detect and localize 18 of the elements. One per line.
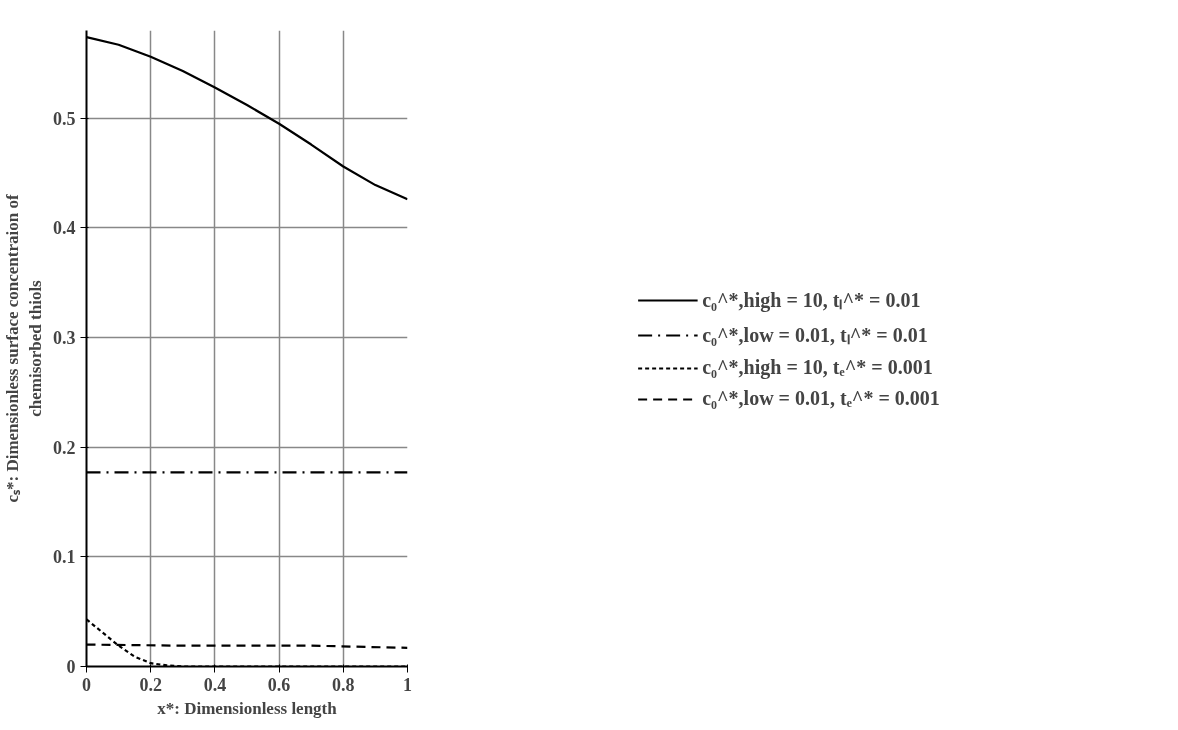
- y-tick-label: 0.4: [53, 218, 76, 239]
- x-axis-title: x*: Dimensionless length: [157, 698, 338, 718]
- x-tick-label: 0.6: [267, 674, 291, 695]
- legend-label: c₀^*,high = 10, tₗ^* = 0.01: [702, 288, 921, 313]
- legend-label: c₀^*,high = 10, tₑ^* = 0.001: [702, 356, 933, 379]
- x-tick-label: 1: [403, 674, 412, 695]
- y-tick-label: 0.2: [53, 437, 76, 458]
- legend-label: c₀^*,low = 0.01, tₗ^* = 0.01: [702, 323, 928, 348]
- y-tick-label: 0.5: [53, 108, 76, 129]
- legend-label: c₀^*,low = 0.01, tₑ^* = 0.001: [702, 387, 940, 410]
- y-axis-title: cₛ*: Dimensionless surface concentraion of chemisorbed thiols: [3, 194, 45, 503]
- y-tick-label: 0.1: [53, 547, 76, 568]
- y-tick-label: 0.3: [53, 328, 76, 349]
- x-tick-label: 0: [82, 674, 91, 695]
- x-tick-label: 0.4: [203, 674, 227, 695]
- y-tick-label: 0: [66, 657, 76, 677]
- x-tick-label: 0.2: [139, 674, 162, 695]
- x-tick-label: 0.8: [332, 674, 355, 695]
